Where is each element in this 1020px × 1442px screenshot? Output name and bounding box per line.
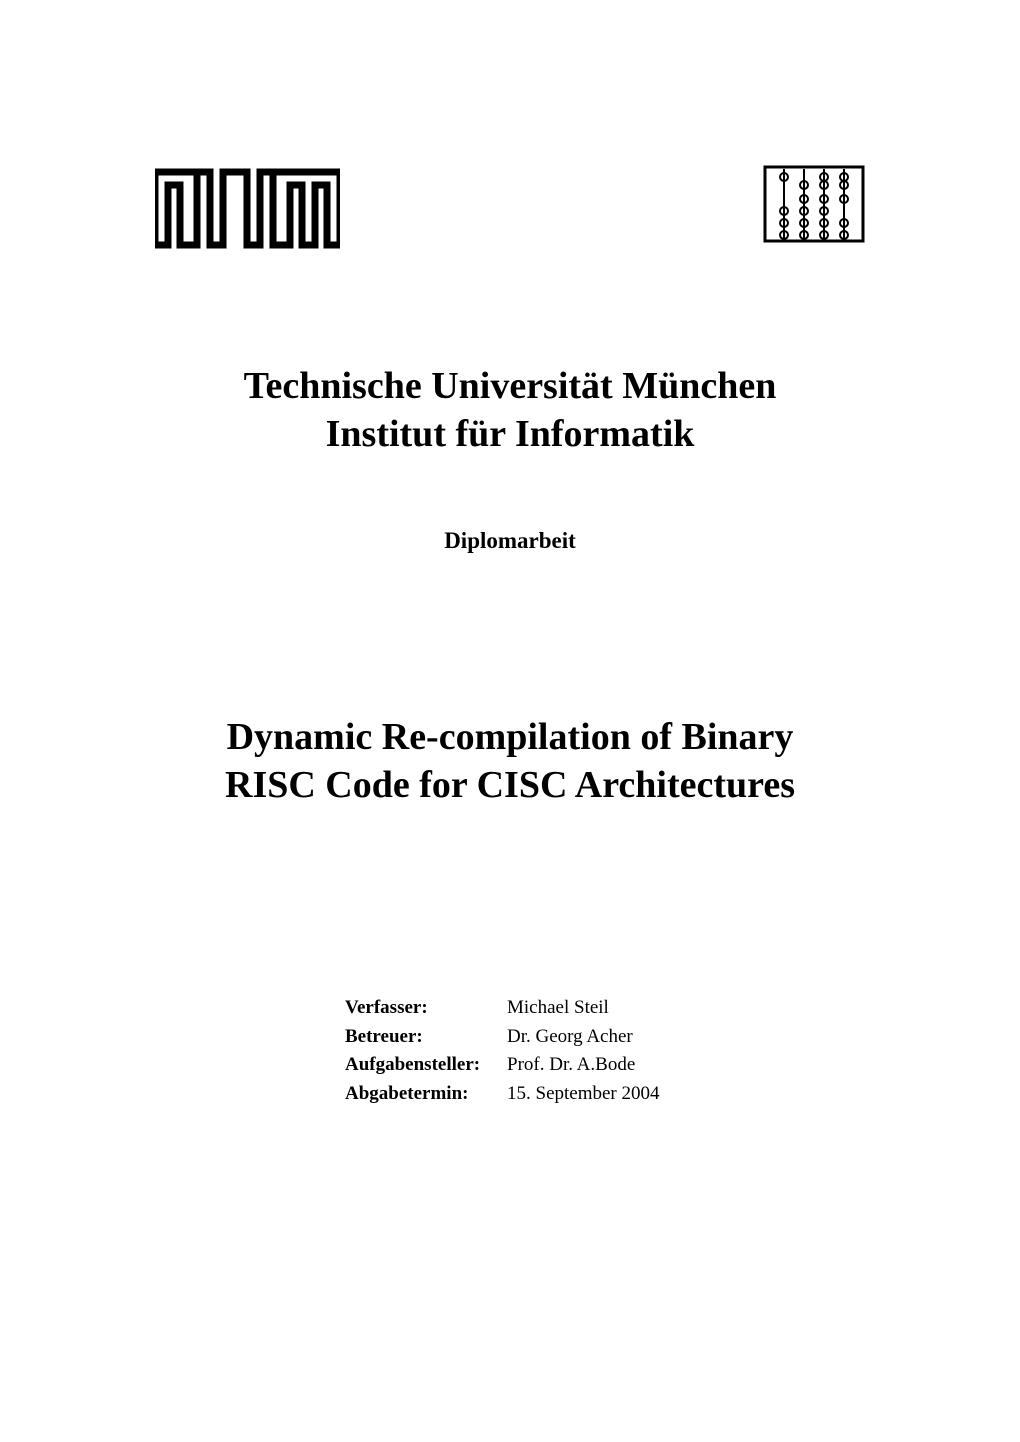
university-name: Technische Universität München (155, 363, 865, 411)
informatics-logo-icon (763, 165, 865, 243)
title-line-1: Dynamic Re-compilation of Binary (155, 714, 865, 762)
metadata-row-supervisor: Betreuer: Dr. Georg Acher (345, 1023, 865, 1052)
tum-logo-icon (155, 165, 340, 253)
metadata-label: Abgabetermin: (345, 1080, 507, 1109)
metadata-value: Dr. Georg Acher (507, 1023, 633, 1052)
metadata-row-examiner: Aufgabensteller: Prof. Dr. A.Bode (345, 1051, 865, 1080)
metadata-label: Verfasser: (345, 994, 507, 1023)
title-line-2: RISC Code for CISC Architectures (155, 762, 865, 810)
document-type: Diplomarbeit (155, 528, 865, 554)
metadata-value: Prof. Dr. A.Bode (507, 1051, 635, 1080)
metadata-value: Michael Steil (507, 994, 609, 1023)
institute-name: Institut für Informatik (155, 411, 865, 459)
logo-row (155, 165, 865, 253)
metadata-value: 15. September 2004 (507, 1080, 660, 1109)
university-heading: Technische Universität München Institut … (155, 363, 865, 458)
metadata-row-author: Verfasser: Michael Steil (345, 994, 865, 1023)
metadata-label: Aufgabensteller: (345, 1051, 507, 1080)
thesis-title: Dynamic Re-compilation of Binary RISC Co… (155, 714, 865, 809)
metadata-row-date: Abgabetermin: 15. September 2004 (345, 1080, 865, 1109)
title-page: Technische Universität München Institut … (0, 0, 1020, 1442)
metadata-label: Betreuer: (345, 1023, 507, 1052)
metadata-block: Verfasser: Michael Steil Betreuer: Dr. G… (345, 994, 865, 1108)
